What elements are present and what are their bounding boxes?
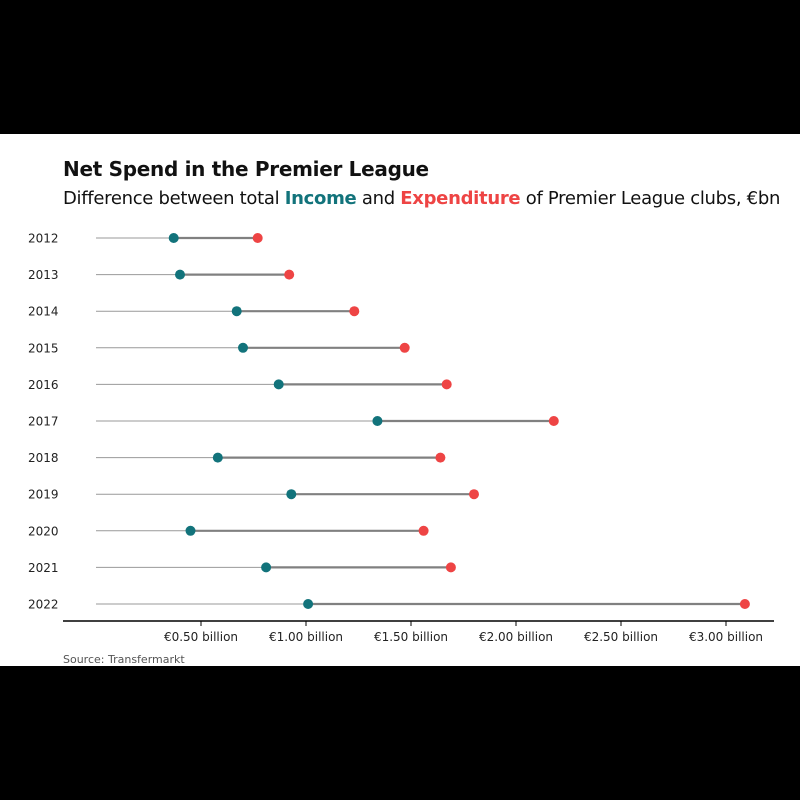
x-tick-label: €1.50 billion xyxy=(374,630,448,644)
year-label: 2019 xyxy=(28,488,59,502)
income-point xyxy=(238,342,248,353)
subtitle-expenditure-key: Expenditure xyxy=(400,188,521,209)
chart-subtitle: Difference between total Income and Expe… xyxy=(63,188,780,209)
expenditure-point xyxy=(252,233,263,243)
expenditure-point xyxy=(418,525,429,536)
x-tick-label: €2.50 billion xyxy=(584,630,658,644)
chart-frame: Net Spend in the Premier League Differen… xyxy=(0,134,800,666)
subtitle-text-post: of Premier League clubs, €bn xyxy=(520,188,781,209)
chart-title: Net Spend in the Premier League xyxy=(63,157,429,181)
year-label: 2012 xyxy=(28,232,59,246)
subtitle-text-mid: and xyxy=(356,188,401,209)
year-label: 2015 xyxy=(28,341,59,355)
x-tick-label: €0.50 billion xyxy=(164,630,238,644)
income-point xyxy=(273,379,284,390)
year-label: 2020 xyxy=(28,524,59,538)
expenditure-point xyxy=(349,306,360,317)
income-point xyxy=(175,269,185,280)
income-point xyxy=(168,233,179,243)
income-point xyxy=(231,306,242,317)
year-label: 2017 xyxy=(28,415,59,429)
x-tick-label: €1.00 billion xyxy=(269,630,343,644)
year-label: 2018 xyxy=(28,451,59,465)
income-point xyxy=(303,599,314,609)
x-tick-label: €3.00 billion xyxy=(689,630,763,644)
income-point xyxy=(372,416,383,426)
year-label: 2013 xyxy=(28,268,59,282)
expenditure-point xyxy=(469,489,479,500)
year-label: 2021 xyxy=(28,561,59,575)
subtitle-text-pre: Difference between total xyxy=(63,188,285,209)
year-label: 2016 xyxy=(28,378,59,392)
income-point xyxy=(286,489,297,500)
expenditure-point xyxy=(441,379,452,390)
expenditure-point xyxy=(739,599,750,609)
dumbbell-chart: 2012 2013 2014 2015 2016 2017 2018 2019 2020 2021… xyxy=(28,232,774,644)
income-point xyxy=(185,525,196,536)
subtitle-income-key: Income xyxy=(284,188,357,209)
source-note: Source: Transfermarkt xyxy=(63,653,185,666)
expenditure-point xyxy=(548,416,559,426)
income-point xyxy=(261,562,272,573)
income-point xyxy=(212,452,223,463)
expenditure-point xyxy=(435,452,446,463)
year-label: 2014 xyxy=(28,305,59,319)
expenditure-point xyxy=(284,269,295,280)
x-tick-label: €2.00 billion xyxy=(479,630,553,644)
expenditure-point xyxy=(445,562,456,573)
expenditure-point xyxy=(399,342,410,353)
year-label: 2022 xyxy=(28,598,59,612)
